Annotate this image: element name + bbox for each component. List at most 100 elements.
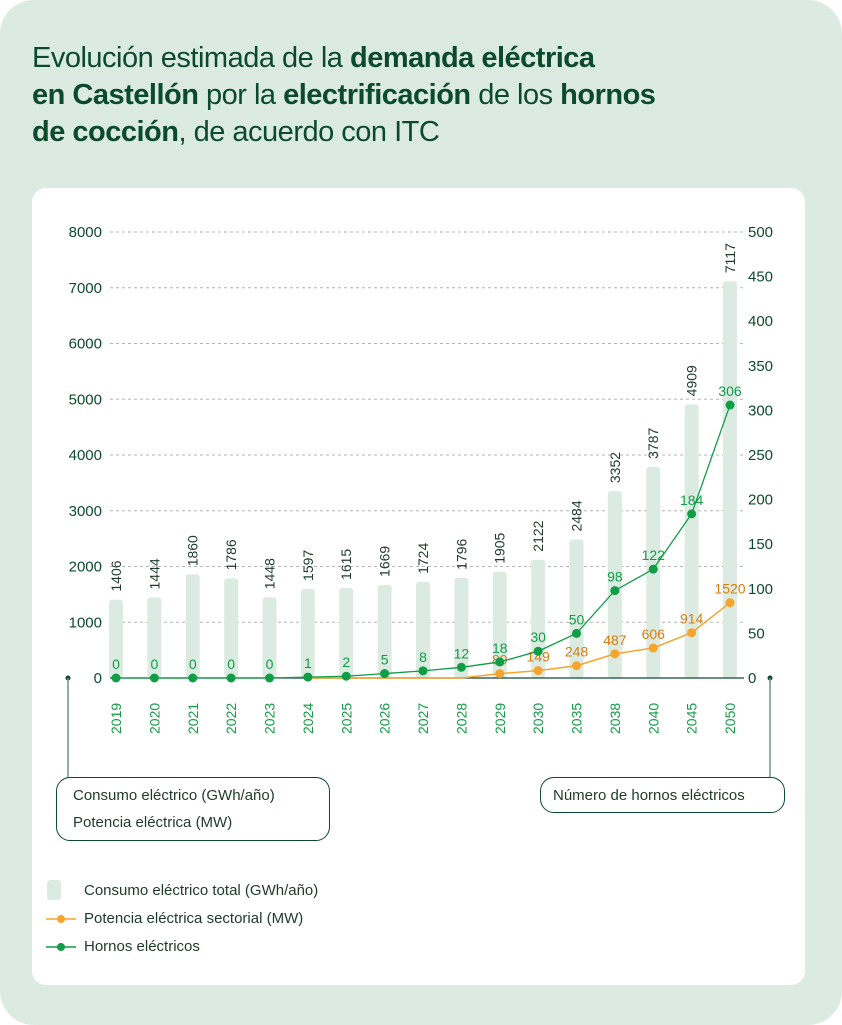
bar-consumption: [684, 404, 699, 678]
right-axis-tick: 100: [748, 581, 773, 598]
ovens-value-label: 0: [112, 656, 120, 672]
ovens-point: [648, 564, 658, 574]
ovens-value-label: 122: [642, 547, 666, 563]
title-emphasis: hornos: [560, 79, 656, 111]
ovens-point: [610, 586, 620, 596]
bar-consumption: [492, 571, 507, 678]
x-axis-tick: 2023: [262, 703, 278, 734]
ovens-point: [687, 509, 697, 519]
left-axis-tick: 4000: [69, 447, 102, 464]
ovens-value-label: 0: [150, 656, 158, 672]
right-axis-tick: 200: [748, 492, 773, 509]
bar-consumption: [339, 587, 354, 678]
x-axis-tick: 2038: [607, 703, 623, 734]
x-axis-tick: 2022: [223, 703, 239, 734]
ovens-point: [533, 646, 543, 656]
bar-value-label: 1796: [453, 539, 469, 570]
x-axis-tick: 2028: [453, 703, 469, 734]
ovens-value-label: 98: [607, 569, 623, 585]
bar-consumption: [224, 578, 239, 678]
x-axis-tick: 2026: [377, 703, 393, 734]
right-axis-tick: 400: [748, 313, 773, 330]
ovens-point: [456, 662, 466, 672]
ovens-value-label: 306: [718, 383, 742, 399]
bar-value-label: 2122: [530, 520, 546, 551]
power-line: [307, 602, 731, 679]
bar-value-label: 1786: [223, 539, 239, 570]
right-axis-tick: 450: [748, 269, 773, 286]
ovens-value-label: 8: [419, 649, 427, 665]
orange-line-marker-icon: [46, 914, 76, 923]
left-axis-label-box: Consumo eléctrico (GWh/año) Potencia elé…: [56, 777, 330, 841]
x-axis-tick: 2030: [530, 703, 546, 734]
ovens-value-label: 0: [189, 656, 197, 672]
ovens-point: [265, 673, 274, 683]
bar-value-label: 2484: [569, 500, 585, 531]
bar-consumption: [416, 581, 430, 678]
ovens-value-label: 1: [304, 655, 312, 671]
x-axis-tick: 2035: [569, 703, 585, 734]
right-axis-tick: 500: [748, 224, 773, 241]
x-axis-tick: 2050: [722, 703, 738, 734]
ovens-value-label: 0: [266, 656, 274, 672]
bar-consumption: [262, 597, 277, 678]
bar-value-label: 1444: [146, 558, 162, 589]
ovens-value-label: 30: [530, 629, 546, 645]
green-line-marker-icon: [46, 942, 76, 951]
right-axis-tick: 300: [748, 402, 773, 419]
legend-item-consumption: Consumo eléctrico total (GWh/año): [46, 880, 318, 900]
right-axis-tick: 150: [748, 536, 773, 553]
power-value-label: 606: [642, 626, 666, 642]
left-axis-tick: 0: [94, 670, 102, 687]
ovens-value-label: 12: [454, 645, 470, 661]
ovens-value-label: 0: [227, 656, 235, 672]
bar-value-label: 7117: [722, 243, 738, 273]
legend-item-power: Potencia eléctrica sectorial (MW): [46, 910, 303, 927]
bar-consumption: [723, 281, 737, 678]
x-axis-tick: 2027: [415, 703, 431, 734]
x-axis-tick: 2021: [185, 703, 201, 734]
title-emphasis: de cocción: [32, 116, 179, 148]
chart-card: 0 1000 2000 3000 4000 5000 6000 7000 8000 0 50 100 1…: [32, 188, 805, 985]
bar-consumption: [607, 491, 622, 678]
ovens-point: [380, 669, 390, 679]
power-point: [687, 628, 697, 638]
bar-consumption: [300, 588, 315, 678]
title-text: por la: [198, 79, 284, 111]
right-axis-tick: 0: [748, 670, 756, 687]
power-point: [725, 598, 735, 608]
bar-consumption: [147, 597, 162, 678]
bar-value-label: 4909: [684, 365, 700, 396]
power-value-label: 914: [680, 611, 704, 627]
bar-value-label: 1905: [492, 532, 508, 563]
bar-swatch-icon: [47, 880, 61, 900]
left-axis-tick: 6000: [69, 336, 102, 353]
ovens-point: [226, 673, 236, 683]
left-axis-tick: 1000: [69, 614, 102, 631]
x-axis-tick: 2025: [338, 703, 354, 734]
title-emphasis: electrificación: [283, 79, 471, 111]
bar-value-label: 1724: [415, 543, 431, 574]
bar-value-label: 1615: [338, 549, 354, 580]
left-axis-tick: 5000: [69, 391, 102, 408]
ovens-point: [303, 672, 313, 682]
bar-consumption: [454, 577, 469, 678]
ovens-value-label: 5: [381, 652, 389, 668]
right-axis-tick: 350: [748, 358, 773, 375]
bar-value-label: 1860: [185, 535, 201, 566]
bar-value-label: 3352: [607, 452, 623, 483]
ovens-value-label: 184: [680, 492, 704, 508]
power-point: [648, 643, 658, 653]
ovens-point: [188, 673, 198, 683]
x-axis-tick: 2020: [146, 703, 162, 734]
x-axis-tick: 2019: [108, 703, 124, 734]
bar-value-label: 1669: [377, 546, 393, 577]
title-text: Evolución estimada de la: [32, 42, 350, 74]
power-point: [533, 666, 543, 676]
bar-consumption: [377, 584, 392, 678]
title-emphasis: demanda eléctrica: [349, 42, 595, 74]
bar-value-label: 1406: [108, 560, 124, 591]
legend-label: Consumo eléctrico total (GWh/año): [84, 881, 319, 899]
power-value-label: 1520: [714, 581, 745, 597]
